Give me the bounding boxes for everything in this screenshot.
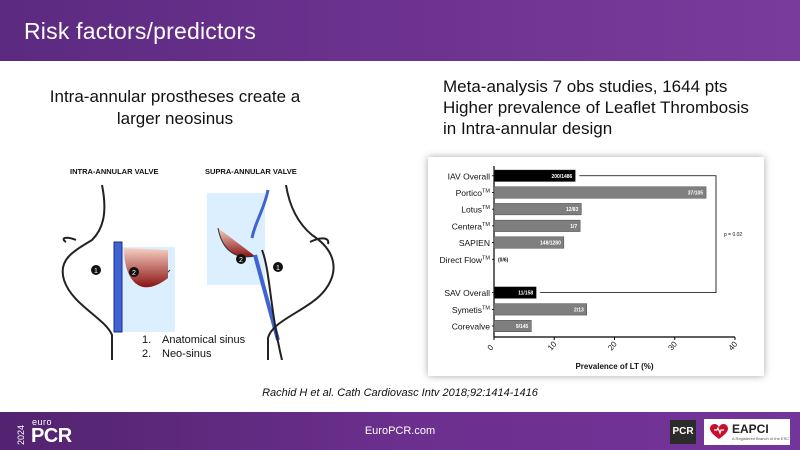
supra-inner-wall	[261, 249, 283, 360]
pcr-badge: PCR	[670, 420, 696, 444]
supra-marker-2-label: 2	[239, 257, 243, 264]
eapci-badge: EAPCI A Registered Branch of the ESC	[704, 419, 790, 445]
chart-x-axis-title: Prevalence of LT (%)	[575, 362, 653, 371]
legend-item-neo-sinus: 2. Neo-sinus	[142, 348, 212, 360]
chart-bar-portico	[493, 186, 707, 199]
intra-neosinus-shading	[124, 248, 168, 288]
left-heading-line-1: Intra-annular prostheses create a	[49, 87, 301, 106]
chart-x-tick-label-0: 0	[486, 343, 496, 353]
intra-marker-1	[91, 265, 101, 275]
supra-stent-frame-upper	[250, 189, 270, 239]
slide-footer: 2024 euro PCR EuroPCR.com PCR EAPCI A Re…	[0, 412, 800, 450]
supra-aortic-wall-right	[267, 184, 335, 360]
chart-card: IAV Overall 200/1486 PorticoTM 37/105 LotusT…	[428, 157, 764, 376]
heart-icon	[710, 424, 728, 439]
supra-annular-label: SUPRA-ANNULAR VALVE	[205, 167, 297, 176]
chart-data-label-sapien: 148/1280	[540, 241, 561, 247]
supra-neosinus-shading	[217, 227, 256, 258]
chart-x-tick-label-10: 10	[546, 339, 559, 352]
intra-leaflet-tip	[62, 236, 77, 243]
right-heading-line-3: in Intra-annular design	[443, 119, 613, 138]
logo-year-vertical: 2024	[16, 425, 26, 445]
chart-data-label-direct-flow: (0/6)	[498, 257, 509, 263]
chart-category-sapien: SAPIEN	[459, 238, 490, 248]
right-heading-line-2: Higher prevalence of Leaflet Thrombosis	[443, 98, 749, 117]
chart-bar-symetis	[493, 303, 587, 316]
chart-bar-sav-overall	[493, 286, 537, 299]
chart-category-corevalve: Corevalve	[452, 322, 491, 332]
supra-neosinus-area	[207, 193, 265, 285]
supra-marker-1-label: 1	[276, 265, 280, 272]
chart-category-lotus: LotusTM	[461, 205, 490, 215]
chart-data-label-sav-overall: 11/158	[518, 291, 533, 297]
supra-stent-frame-lower	[253, 254, 280, 341]
chart-category-symetis: SymetisTM	[452, 305, 491, 315]
chart-data-label-lotus: 12/83	[566, 207, 579, 213]
chart-data-label-centera: 1/7	[570, 224, 577, 230]
chart-data-label-iav-overall: 200/1486	[551, 174, 572, 180]
intra-aortic-wall-left	[61, 184, 113, 360]
chart-x-tick-label-40: 40	[727, 339, 740, 352]
citation: Rachid H et al. Cath Cardiovasc Intv 201…	[262, 387, 538, 399]
chart-data-label-symetis: 2/13	[574, 307, 584, 313]
supra-marker-2	[236, 254, 246, 264]
intra-annular-label: INTRA-ANNULAR VALVE	[70, 167, 158, 176]
right-heading-line-1: Meta-analysis 7 obs studies, 1644 pts	[443, 77, 728, 96]
chart-category-direct-flow: Direct FlowTM	[440, 255, 491, 265]
intra-stent-frame	[113, 241, 123, 333]
footer-url-link[interactable]: EuroPCR.com	[364, 425, 436, 437]
intra-annular-valve-drawing: 1 2	[61, 184, 175, 360]
chart-x-tick-label-20: 20	[606, 339, 619, 352]
eapci-label: EAPCI	[732, 422, 769, 436]
chart-category-iav-overall: IAV Overall	[448, 171, 490, 181]
chart-data-label-portico: 37/105	[688, 190, 704, 196]
chart-bar-iav-overall	[493, 169, 576, 182]
intra-marker-2	[129, 267, 139, 277]
chart-category-portico: PorticoTM	[456, 188, 491, 198]
chart-category-centera: CenteraTM	[452, 221, 491, 231]
supra-leaflet-tip	[309, 237, 330, 245]
right-heading: Meta-analysis 7 obs studies, 1644 pts Hi…	[443, 76, 788, 139]
supra-annular-valve-drawing: 1 2	[207, 184, 335, 360]
logo-year-text: 2024	[16, 425, 26, 445]
logo-pcr: PCR	[31, 425, 72, 447]
left-heading: Intra-annular prostheses create a larger…	[30, 86, 320, 130]
chart-significance-bracket	[540, 175, 717, 294]
logo-euro: euro	[32, 417, 53, 427]
chart-data-label-corevalve: 9/145	[516, 324, 529, 330]
sinus-legend: 1. Anatomical sinus 2. Neo-sinus	[142, 333, 245, 361]
chart-category-sav-overall: SAV Overall	[444, 288, 490, 298]
supra-marker-1	[273, 262, 283, 272]
intra-marker-2-label: 2	[132, 270, 136, 277]
slide-header: Risk factors/predictors	[0, 0, 800, 61]
intra-marker-1-label: 1	[94, 268, 98, 275]
chart-bar-centera	[493, 219, 581, 232]
left-heading-line-2: larger neosinus	[116, 109, 234, 128]
chart-bar-sapien	[493, 236, 565, 249]
legend-item-anatomical-sinus: 1. Anatomical sinus	[142, 334, 246, 346]
lt-prevalence-chart: IAV Overall 200/1486 PorticoTM 37/105 LotusT…	[440, 166, 742, 371]
valve-illustration: INTRA-ANNULAR VALVE SUPRA-ANNULAR VALVE …	[61, 167, 335, 360]
chart-p-value: p = 0.02	[724, 232, 742, 238]
chart-bar-lotus	[493, 203, 582, 216]
eapci-sublabel: A Registered Branch of the ESC	[732, 436, 790, 441]
chart-bar-corevalve	[493, 320, 532, 333]
slide-title: Risk factors/predictors	[24, 18, 257, 44]
chart-x-tick-label-30: 30	[666, 339, 679, 352]
